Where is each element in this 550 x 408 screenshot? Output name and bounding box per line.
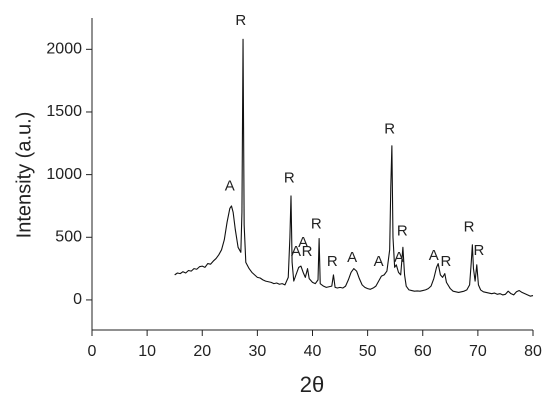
peak-label: A [429,247,439,264]
x-tick-label: 20 [193,343,211,360]
peak-label: A [225,178,235,195]
x-tick-label: 80 [524,343,542,360]
x-tick-label: 60 [414,343,432,360]
peak-label: A [291,243,301,260]
x-tick-label: 30 [248,343,266,360]
y-tick-label: 0 [73,291,82,308]
peak-label: R [284,170,295,187]
y-tick-label: 2000 [46,41,82,58]
peak-label: R [302,243,313,260]
x-axis-title: 2θ [300,372,324,397]
peak-label: R [235,12,246,29]
spectrum-line [174,38,534,297]
y-axis-title: Intensity (a.u.) [13,112,35,239]
y-tick-label: 1500 [46,103,82,120]
peak-label: R [474,242,485,259]
peak-label: A [347,249,357,266]
x-tick-label: 40 [304,343,322,360]
peak-label: A [298,234,308,251]
x-tick-label: 10 [138,343,156,360]
y-tick-label: 1000 [46,166,82,183]
peak-label: R [327,253,338,270]
peak-label: R [464,219,475,236]
peak-label: A [394,249,404,266]
peak-label: R [384,120,395,137]
x-tick-label: 0 [88,343,97,360]
peak-label: R [311,216,322,233]
peak-label: A [374,253,384,270]
x-tick-label: 70 [469,343,487,360]
x-tick-label: 50 [359,343,377,360]
peak-label: R [440,253,451,270]
peak-label: R [397,223,408,240]
y-tick-label: 500 [55,228,82,245]
